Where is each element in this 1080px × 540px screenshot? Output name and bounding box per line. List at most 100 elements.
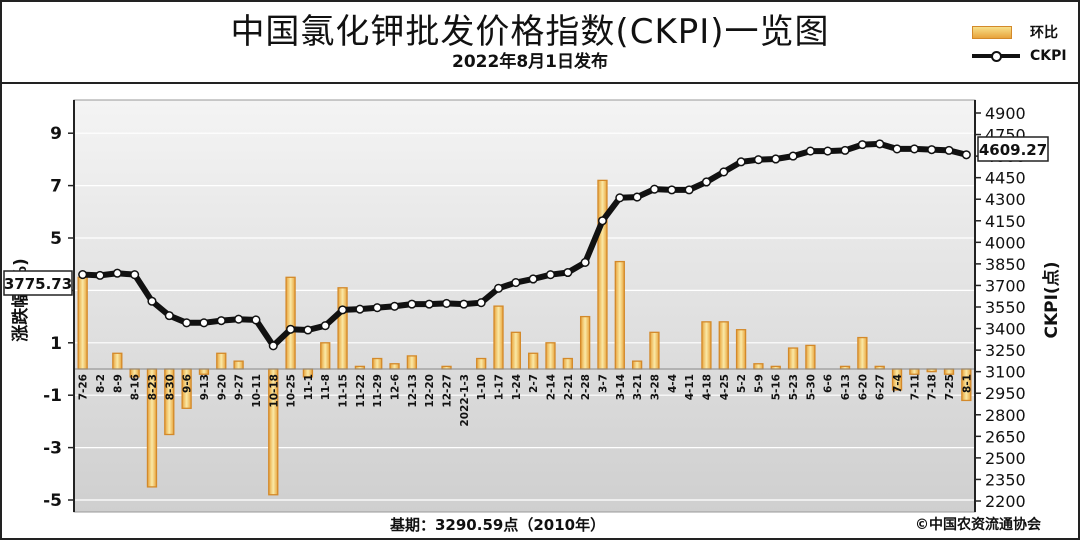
ckpi-point [528,274,538,284]
bar-change [701,321,712,370]
bar-change [112,352,123,370]
bar-change [787,347,799,370]
bar-change [337,287,348,370]
bar-change [943,368,955,375]
x-tick-label: 6-27 [875,374,887,400]
x-tick-label: 3-14 [615,374,627,400]
ckpi-point [372,303,382,313]
ckpi-point [338,305,348,315]
right-tick-label: 3100 [985,363,1026,382]
x-tick-label: 11-15 [338,374,350,408]
x-tick-label: 12-13 [407,374,419,408]
x-tick-label: 4-11 [684,374,696,400]
legend-line-swatch [972,49,1020,63]
bar-change [77,276,88,370]
ckpi-point [216,316,226,326]
ckpi-point [892,144,902,154]
ckpi-point [303,325,313,335]
ckpi-point [95,270,105,280]
bar-change [579,315,591,370]
right-tick-label: 2650 [985,427,1026,446]
right-tick-label: 4450 [985,169,1026,188]
x-tick-label: 7-25 [944,374,956,400]
bar-change [753,363,764,370]
right-tick-label: 2800 [985,406,1026,425]
x-tick-label: 2-28 [580,374,592,400]
ckpi-point [857,140,867,150]
ckpi-point [476,298,486,308]
chart-subtitle: 2022年8月1日发布 [452,52,608,72]
ckpi-point [667,185,677,195]
ckpi-point [615,193,625,203]
bar-change [857,336,868,370]
copyright-note: ©中国农资流通协会 [915,517,1041,533]
ckpi-point [927,145,937,155]
legend-item-line: CKPI [972,45,1067,67]
ckpi-point [320,321,330,331]
x-tick-label: 12-6 [390,374,402,400]
right-tick-label: 2200 [985,492,1026,511]
bar-change [493,305,504,370]
ckpi-point [961,150,971,160]
ckpi-point [805,146,815,156]
ckpi-point [389,301,400,311]
ckpi-point [130,270,140,280]
bar-change [216,352,227,370]
ckpi-point [788,151,798,161]
ckpi-point [632,192,642,202]
bar-change [909,368,920,375]
ckpi-point [719,167,729,177]
x-tick-label: 3-7 [597,374,609,393]
ckpi-point [355,304,365,314]
ckpi-point [684,185,694,195]
base-period-note: 基期：3290.59点（2010年） [390,516,606,534]
bar-change [545,342,556,370]
x-tick-label: 4-4 [667,374,679,393]
bar-change [735,329,747,370]
bar-change [649,331,660,370]
bar-change [718,321,729,370]
right-tick-label: 3400 [985,320,1026,339]
x-tick-label: 1-24 [511,374,523,400]
ckpi-point [112,268,122,278]
ckpi-point [493,283,504,293]
right-tick-label: 4000 [985,233,1026,252]
end-value-box [977,136,1049,162]
x-tick-label: 8-30 [164,374,176,400]
plot-area [73,99,976,513]
x-tick-label: 5-23 [788,374,800,400]
left-tick-label: 7 [50,177,62,197]
x-tick-label: 6-20 [857,374,869,400]
legend-line-label: CKPI [1030,48,1067,64]
x-tick-label: 7-18 [927,374,939,400]
bar-change [562,357,573,370]
ckpi-point [424,299,434,309]
bar-change [476,357,487,370]
right-tick-label: 4150 [985,212,1026,231]
right-tick-label: 2950 [985,384,1026,403]
x-tick-label: 6-13 [840,374,852,400]
x-tick-label: 11-8 [320,374,332,400]
bar-change [198,368,210,375]
left-tick-label: 1 [50,334,62,354]
x-tick-label: 10-25 [286,374,298,408]
left-tick-label: -1 [43,386,62,406]
ckpi-point [771,154,781,164]
x-tick-label: 8-9 [112,374,124,393]
right-tick-label: 3850 [985,255,1026,274]
x-tick-label: 2022-1-3 [459,374,471,427]
x-tick-label: 9-27 [234,374,246,400]
ckpi-point [441,298,452,308]
ckpi-point [459,299,469,309]
bar-change [406,355,418,370]
x-tick-label: 9-13 [199,374,211,400]
right-tick-label: 3550 [985,298,1026,317]
right-tick-label: 2350 [985,470,1026,489]
bar-change [597,179,608,370]
ckpi-point [563,267,573,278]
end-value-label: 4609.27 [979,141,1047,159]
bar-change [233,360,244,370]
x-tick-label: 11-29 [372,374,384,408]
ckpi-point [78,270,88,280]
